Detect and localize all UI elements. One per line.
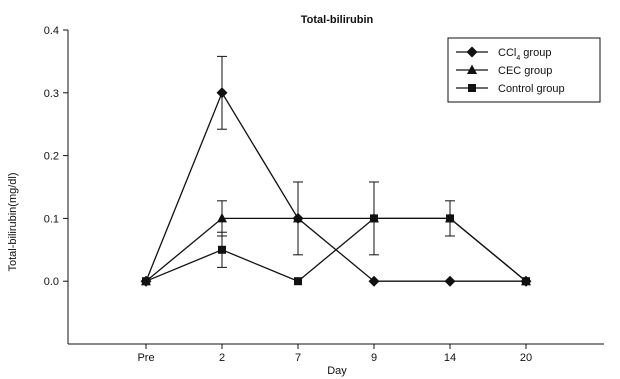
series-1-point-1: [217, 212, 227, 223]
x-tick-label-2: 7: [295, 352, 301, 364]
x-tick-label-4: 14: [444, 352, 456, 364]
x-tick-label-1: 2: [219, 352, 225, 364]
x-axis-label: Day: [327, 365, 347, 377]
y-tick-label-1: 0.1: [44, 213, 59, 225]
series-2-point-1: [218, 245, 226, 254]
series-2-point-3: [370, 214, 378, 223]
x-tick-label-0: Pre: [137, 352, 154, 364]
y-tick-label-0: 0.0: [44, 276, 59, 288]
series-layer: [140, 55, 532, 287]
series-1: [141, 181, 531, 286]
legend: CCl4 group CEC group Control group: [447, 37, 601, 103]
series-2-point-4: [446, 214, 454, 223]
series-1-point-2: [293, 212, 303, 223]
legend-marker-0: [466, 46, 478, 58]
series-0-point-4: [444, 275, 456, 287]
series-2-point-2: [294, 277, 302, 286]
series-2-point-0: [142, 277, 150, 286]
x-tick-label-3: 9: [371, 352, 377, 364]
y-tick-label-2: 0.2: [44, 151, 59, 163]
series-0-line: [145, 91, 526, 282]
series-2: [142, 214, 530, 286]
legend-marker-1: [467, 64, 477, 74]
legend-label-2: Control group: [498, 83, 565, 95]
series-0-point-3: [368, 275, 380, 287]
y-axis-label: Total-bilirubin(mg/dl): [7, 172, 19, 271]
series-2-line: [145, 217, 527, 282]
legend-label-1: CEC group: [498, 65, 552, 77]
y-tick-label-3: 0.3: [44, 88, 59, 100]
y-tick-label-4: 0.4: [44, 25, 59, 37]
series-0-point-1: [216, 87, 228, 99]
axes: 0.0 0.1 0.2 0.3 0.4 Pre 2 7 9 14 20: [44, 25, 604, 364]
chart-title: Total-bilirubin: [301, 14, 374, 26]
x-tick-label-5: 20: [520, 352, 532, 364]
series-2-point-5: [522, 277, 530, 286]
legend-label-0: CCl4 group: [498, 47, 551, 62]
legend-marker-2: [468, 84, 476, 92]
